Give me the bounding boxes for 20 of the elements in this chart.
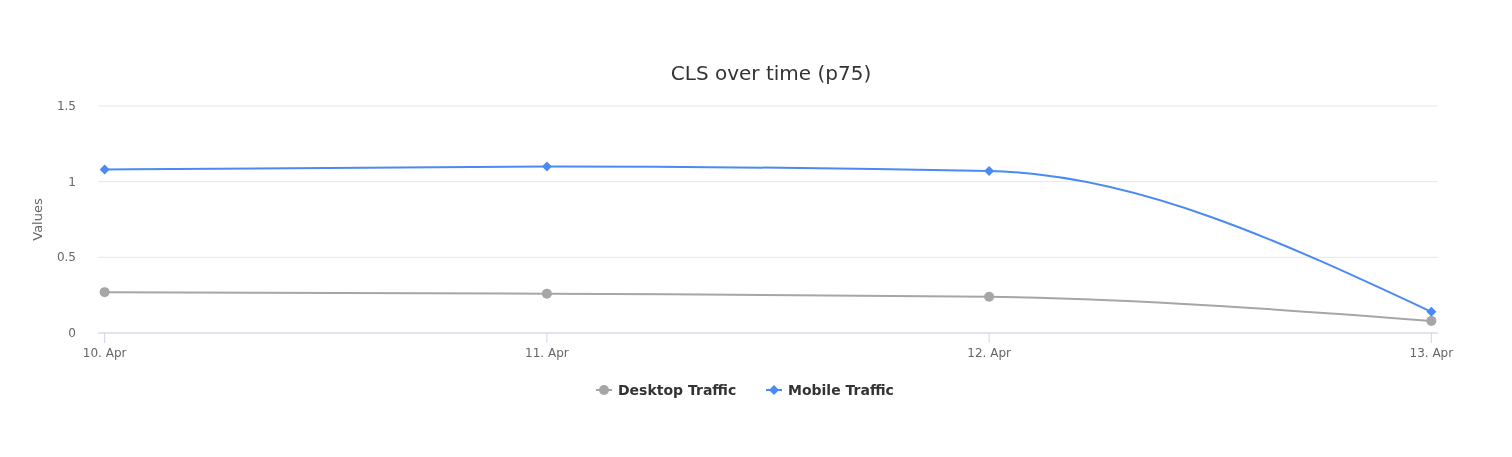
y-tick-label: 0.5 <box>56 250 76 265</box>
point <box>99 287 110 298</box>
point <box>541 288 552 299</box>
chart-title: CLS over time (p75) <box>670 61 872 85</box>
x-tick-label: 11. Apr <box>525 346 569 360</box>
point <box>984 291 995 302</box>
x-tick-label: 10. Apr <box>82 346 127 360</box>
legend-label: Desktop Traffic <box>618 382 737 398</box>
point <box>984 166 995 177</box>
y-axis-title: Values <box>30 198 45 241</box>
y-tick-label: 1 <box>68 174 76 189</box>
y-tick-label: 0 <box>68 326 76 340</box>
point <box>541 161 552 172</box>
point <box>99 164 110 175</box>
x-tick-label: 13. Apr <box>1409 346 1454 360</box>
legend-label: Mobile Traffic <box>788 382 894 398</box>
x-tick-label: 12. Apr <box>967 346 1012 360</box>
point <box>1426 315 1437 326</box>
point <box>1426 306 1437 317</box>
y-tick-label: 1.5 <box>56 99 76 113</box>
